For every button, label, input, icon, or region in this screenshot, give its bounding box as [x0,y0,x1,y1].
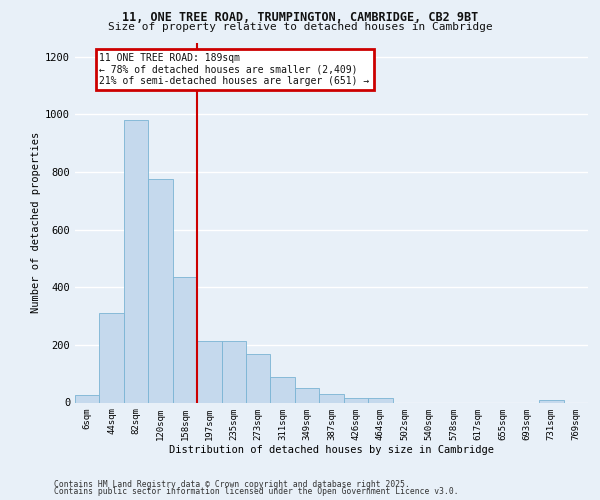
X-axis label: Distribution of detached houses by size in Cambridge: Distribution of detached houses by size … [169,445,494,455]
Bar [295,388,319,402]
Bar [246,354,271,403]
Bar [173,277,197,402]
Bar [124,120,148,402]
Bar [148,180,173,402]
Bar [197,340,221,402]
Text: Contains public sector information licensed under the Open Government Licence v3: Contains public sector information licen… [54,488,458,496]
Bar [100,313,124,402]
Bar [75,396,100,402]
Text: Size of property relative to detached houses in Cambridge: Size of property relative to detached ho… [107,22,493,32]
Bar [319,394,344,402]
Bar [539,400,563,402]
Bar [271,376,295,402]
Text: 11 ONE TREE ROAD: 189sqm
← 78% of detached houses are smaller (2,409)
21% of sem: 11 ONE TREE ROAD: 189sqm ← 78% of detach… [100,54,370,86]
Y-axis label: Number of detached properties: Number of detached properties [31,132,41,313]
Bar [221,340,246,402]
Bar [344,398,368,402]
Text: Contains HM Land Registry data © Crown copyright and database right 2025.: Contains HM Land Registry data © Crown c… [54,480,410,489]
Text: 11, ONE TREE ROAD, TRUMPINGTON, CAMBRIDGE, CB2 9BT: 11, ONE TREE ROAD, TRUMPINGTON, CAMBRIDG… [122,11,478,24]
Bar [368,398,392,402]
